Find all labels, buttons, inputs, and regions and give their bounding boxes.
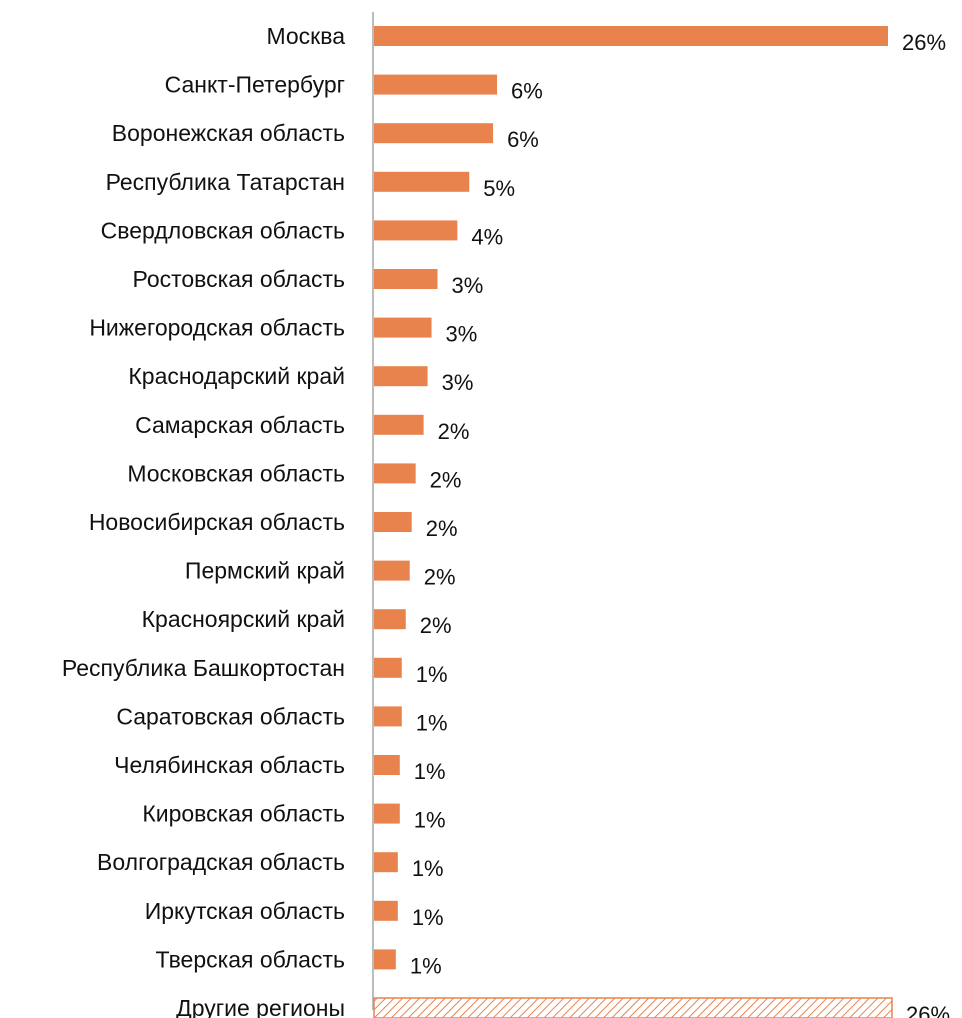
category-label: Воронежская область bbox=[112, 120, 345, 146]
category-label: Другие регионы bbox=[176, 995, 345, 1018]
value-label: 1% bbox=[416, 662, 448, 687]
bar bbox=[374, 900, 398, 921]
category-label: Тверская область bbox=[156, 946, 345, 972]
value-label: 5% bbox=[483, 176, 515, 201]
value-label: 26% bbox=[902, 30, 946, 55]
bar bbox=[374, 949, 396, 970]
bar bbox=[374, 123, 494, 144]
category-label: Самарская область bbox=[135, 412, 345, 438]
category-label: Московская область bbox=[127, 460, 345, 486]
category-label: Москва bbox=[266, 23, 345, 49]
bar bbox=[374, 317, 432, 338]
category-label: Ростовская область bbox=[132, 266, 345, 292]
value-label: 3% bbox=[446, 322, 478, 347]
value-label: 1% bbox=[414, 759, 446, 784]
bar bbox=[374, 706, 402, 727]
value-label: 2% bbox=[430, 467, 462, 492]
bar bbox=[374, 657, 402, 678]
category-label: Санкт-Петербург bbox=[165, 72, 345, 98]
value-label: 3% bbox=[452, 273, 484, 298]
value-label: 6% bbox=[511, 79, 543, 104]
category-label: Челябинская область bbox=[114, 752, 345, 778]
value-label: 1% bbox=[414, 808, 446, 833]
category-label: Пермский край bbox=[185, 558, 345, 584]
category-label: Волгоградская область bbox=[97, 849, 345, 875]
bar bbox=[374, 26, 888, 46]
category-label: Краснодарский край bbox=[128, 363, 345, 389]
value-label: 3% bbox=[442, 370, 474, 395]
bar bbox=[374, 560, 410, 581]
category-label: Иркутская область bbox=[145, 898, 345, 924]
bar bbox=[374, 366, 428, 387]
bar bbox=[374, 852, 398, 873]
bar bbox=[374, 269, 438, 289]
bar bbox=[374, 755, 400, 775]
value-label: 4% bbox=[471, 224, 503, 249]
bar bbox=[374, 512, 412, 532]
value-label: 2% bbox=[420, 613, 452, 638]
bar bbox=[374, 609, 406, 630]
category-label: Кировская область bbox=[142, 801, 345, 827]
value-label: 2% bbox=[438, 419, 470, 444]
category-label: Новосибирская область bbox=[89, 509, 345, 535]
bar bbox=[374, 414, 424, 435]
bar bbox=[374, 171, 470, 192]
bar bbox=[374, 803, 400, 824]
value-label: 1% bbox=[412, 856, 444, 881]
value-label: 1% bbox=[416, 710, 448, 735]
category-label: Саратовская область bbox=[116, 703, 345, 729]
category-label: Нижегородская область bbox=[89, 315, 345, 341]
value-label: 1% bbox=[410, 953, 442, 978]
bar-hatched bbox=[373, 997, 893, 1018]
category-label: Республика Башкортостан bbox=[62, 655, 345, 681]
value-labels: 26% 6% 6% 5% 4% 3% 3% 3% 2% 2% 2% 2% 2% 1% 1% 1% 1% 1% 1% 1… bbox=[410, 30, 950, 1018]
value-label: 6% bbox=[507, 127, 539, 152]
bar bbox=[374, 220, 458, 241]
category-label: Свердловская область bbox=[101, 217, 345, 243]
bars bbox=[373, 26, 893, 1018]
value-label: 1% bbox=[412, 905, 444, 930]
category-labels: Москва Санкт-Петербург Воронежская область… bbox=[62, 23, 345, 1018]
bar bbox=[374, 463, 416, 484]
value-label: 2% bbox=[426, 516, 458, 541]
value-label: 2% bbox=[424, 565, 456, 590]
value-label: 26% bbox=[906, 1002, 950, 1018]
bar bbox=[374, 74, 498, 95]
category-label: Республика Татарстан bbox=[106, 169, 345, 195]
category-label: Красноярский край bbox=[142, 606, 345, 632]
